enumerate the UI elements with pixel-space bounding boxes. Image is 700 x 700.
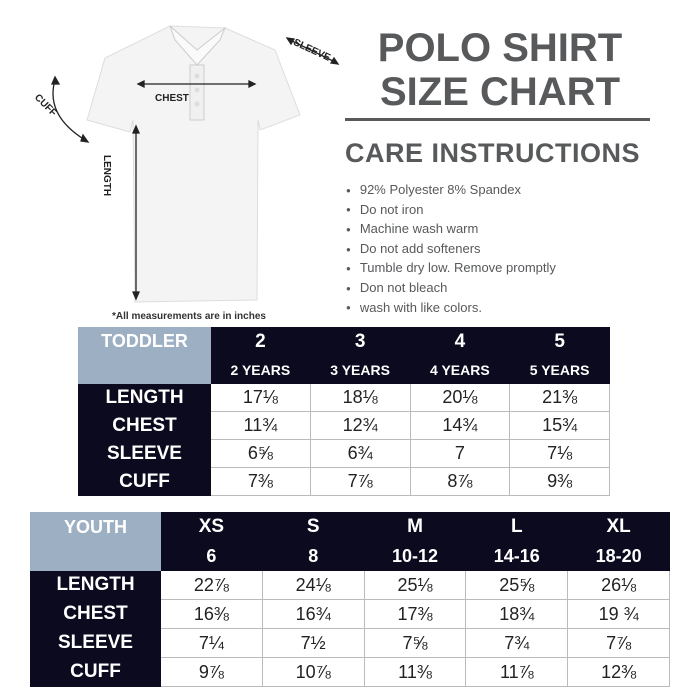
measurement-value: 25⅛ <box>363 570 467 600</box>
title-divider <box>345 118 650 121</box>
measurement-value: 16¾ <box>261 599 365 629</box>
size-header: 3 <box>309 327 411 356</box>
measurement-value: 17⅛ <box>210 383 311 412</box>
measurement-value: 11⅜ <box>363 657 467 687</box>
table-label: YOUTH <box>30 512 161 542</box>
measurement-value: 7⅛ <box>509 439 610 468</box>
size-header: L <box>465 512 569 542</box>
measurement-value: 9⅞ <box>160 657 263 687</box>
size-header: M <box>363 512 467 542</box>
age-header: 4 YEARS <box>409 355 511 384</box>
title-line-2: SIZE CHART <box>380 70 620 114</box>
measurement-value: 7¼ <box>160 628 263 658</box>
care-item: Do not add softeners <box>346 239 556 259</box>
measurement-value: 6¾ <box>309 439 411 468</box>
measurement-value: 7⅞ <box>567 628 670 658</box>
size-header: 5 <box>509 327 610 356</box>
measurement-value: 8⅞ <box>409 467 511 496</box>
measurement-name: CHEST <box>30 599 161 629</box>
measurement-value: 6⅝ <box>210 439 311 468</box>
measurement-value: 25⅝ <box>465 570 569 600</box>
measurement-value: 7½ <box>261 628 365 658</box>
measurement-value: 7⅞ <box>309 467 411 496</box>
care-item: wash with like colors. <box>346 298 556 318</box>
care-item: Tumble dry low. Remove promptly <box>346 258 556 278</box>
table-row: CHEST 16⅜ 16¾ 17⅜ 18¾ 19 ¾ <box>30 599 670 629</box>
measurement-name: CHEST <box>78 411 211 440</box>
measurement-name: SLEEVE <box>30 628 161 658</box>
measurement-value: 21⅜ <box>509 383 610 412</box>
toddler-size-table: TODDLER 2 3 4 5 2 YEARS 3 YEARS 4 YEARS 5 YEARS L… <box>78 327 610 496</box>
size-header-row: TODDLER 2 3 4 5 <box>78 327 610 356</box>
measurement-value: 15¾ <box>509 411 610 440</box>
measurement-value: 18⅛ <box>309 383 411 412</box>
table-label: TODDLER <box>78 327 211 356</box>
measurement-value: 9⅜ <box>509 467 610 496</box>
measurement-value: 12¾ <box>309 411 411 440</box>
label-spacer <box>30 541 161 571</box>
measurement-value: 11⅞ <box>465 657 569 687</box>
measurement-value: 16⅜ <box>160 599 263 629</box>
age-header: 3 YEARS <box>309 355 411 384</box>
size-header: 2 <box>210 327 311 356</box>
care-heading: CARE INSTRUCTIONS <box>345 138 641 168</box>
table-row: SLEEVE 7¼ 7½ 7⅝ 7¾ 7⅞ <box>30 628 670 658</box>
age-header: 14-16 <box>465 541 569 571</box>
label-spacer <box>78 355 211 384</box>
care-item: Machine wash warm <box>346 219 556 239</box>
measurement-value: 20⅛ <box>409 383 511 412</box>
measurement-value: 7⅜ <box>210 467 311 496</box>
table-row: LENGTH 17⅛ 18⅛ 20⅛ 21⅜ <box>78 383 610 412</box>
size-header: XL <box>567 512 670 542</box>
age-header: 2 YEARS <box>210 355 311 384</box>
measurement-value: 11¾ <box>210 411 311 440</box>
age-header: 8 <box>261 541 365 571</box>
care-item: 92% Polyester 8% Spandex <box>346 180 556 200</box>
measurement-value: 18¾ <box>465 599 569 629</box>
age-header-row: 2 YEARS 3 YEARS 4 YEARS 5 YEARS <box>78 355 610 384</box>
measurement-value: 14¾ <box>409 411 511 440</box>
measurement-value: 22⅞ <box>160 570 263 600</box>
size-header: S <box>261 512 365 542</box>
care-list: 92% Polyester 8% SpandexDo not ironMachi… <box>346 180 556 317</box>
measurement-value: 12⅜ <box>567 657 670 687</box>
measurement-name: LENGTH <box>78 383 211 412</box>
measurement-value: 10⅞ <box>261 657 365 687</box>
table-row: SLEEVE 6⅝ 6¾ 7 7⅛ <box>78 439 610 468</box>
age-header: 5 YEARS <box>509 355 610 384</box>
measurement-name: CUFF <box>78 467 211 496</box>
measurement-value: 26⅛ <box>567 570 670 600</box>
table-row: CUFF 9⅞ 10⅞ 11⅜ 11⅞ 12⅜ <box>30 657 670 687</box>
measurement-value: 17⅜ <box>363 599 467 629</box>
measurement-value: 7⅝ <box>363 628 467 658</box>
measurement-name: CUFF <box>30 657 161 687</box>
age-header: 18-20 <box>567 541 670 571</box>
length-label: LENGTH <box>101 155 112 197</box>
care-item: Don not bleach <box>346 278 556 298</box>
title-line-1: POLO SHIRT <box>377 26 623 70</box>
measurement-value: 7¾ <box>465 628 569 658</box>
chest-label: CHEST <box>155 93 189 104</box>
measurement-value: 24⅛ <box>261 570 365 600</box>
table-row: CHEST 11¾ 12¾ 14¾ 15¾ <box>78 411 610 440</box>
size-header: XS <box>160 512 263 542</box>
age-header-row: 6 8 10-12 14-16 18-20 <box>30 541 670 571</box>
table-row: CUFF 7⅜ 7⅞ 8⅞ 9⅜ <box>78 467 610 496</box>
size-header: 4 <box>409 327 511 356</box>
age-header: 6 <box>160 541 263 571</box>
youth-size-table: YOUTH XS S M L XL 6 8 10-12 14-16 18-20 LENGTH 22⅞ 24… <box>30 512 670 687</box>
care-item: Do not iron <box>346 200 556 220</box>
size-header-row: YOUTH XS S M L XL <box>30 512 670 542</box>
measurement-value: 19 ¾ <box>567 599 670 629</box>
polo-shirt-image <box>51 25 340 303</box>
measurement-name: LENGTH <box>30 570 161 600</box>
measurement-value: 7 <box>409 439 511 468</box>
table-row: LENGTH 22⅞ 24⅛ 25⅛ 25⅝ 26⅛ <box>30 570 670 600</box>
measurement-name: SLEEVE <box>78 439 211 468</box>
age-header: 10-12 <box>363 541 467 571</box>
measurement-note: *All measurements are in inches <box>112 311 266 322</box>
